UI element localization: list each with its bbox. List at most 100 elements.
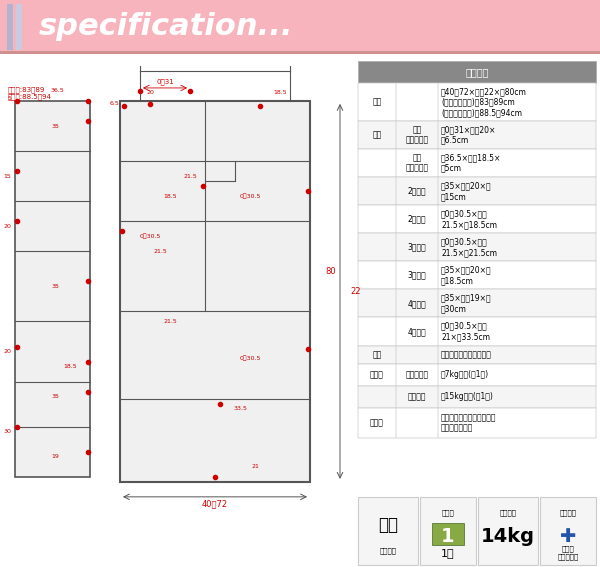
Text: 5: 5 — [8, 96, 12, 101]
Text: 35: 35 — [51, 394, 59, 399]
Text: ✚: ✚ — [560, 527, 576, 547]
Text: 低圧メラミン化粿繊維板: 低圧メラミン化粿繊維板 — [441, 350, 492, 359]
Text: 材質: 材質 — [373, 350, 382, 359]
Text: プラス
ドライバー: プラス ドライバー — [557, 546, 578, 560]
Bar — [358, 121, 396, 149]
Bar — [358, 363, 596, 386]
Text: 21.5: 21.5 — [183, 174, 197, 179]
Bar — [540, 497, 596, 565]
Bar — [120, 101, 310, 482]
Bar — [0, 51, 600, 54]
Text: 3段目右: 3段目右 — [407, 271, 427, 280]
Bar — [358, 149, 596, 177]
Text: 0～30.5: 0～30.5 — [239, 356, 260, 361]
Text: 30: 30 — [3, 429, 11, 434]
Text: 35: 35 — [51, 284, 59, 289]
Text: 0～30.5: 0～30.5 — [139, 234, 161, 239]
Bar — [358, 177, 396, 205]
Text: 4段目左: 4段目左 — [407, 299, 427, 308]
Bar — [438, 205, 596, 233]
Bar — [438, 318, 596, 345]
Text: 耗荷重: 耗荷重 — [370, 370, 384, 379]
Text: 商品詳細: 商品詳細 — [465, 67, 489, 77]
Bar — [358, 205, 596, 233]
Text: 21: 21 — [251, 464, 259, 469]
Text: specification...: specification... — [39, 12, 293, 41]
Text: 80: 80 — [325, 267, 335, 276]
Bar — [358, 149, 396, 177]
Bar — [438, 149, 596, 177]
Bar — [438, 408, 596, 438]
Text: 6.5: 6.5 — [110, 101, 120, 107]
Bar — [396, 83, 438, 121]
Bar — [358, 83, 396, 121]
Text: 18.5: 18.5 — [163, 194, 177, 198]
Bar — [358, 318, 396, 345]
Text: 無伸長時: 無伸長時 — [408, 392, 426, 401]
Text: 幀0～30.5×奩行
21.5×高21.5cm: 幀0～30.5×奩行 21.5×高21.5cm — [441, 238, 497, 257]
Bar — [396, 121, 438, 149]
Text: 幀40～72×奩行22×高80cm
(金具小使用時)高83～89cm
(金具大使用時)高88.5～94cm: 幀40～72×奩行22×高80cm (金具小使用時)高83～89cm (金具大使… — [441, 87, 527, 117]
Text: 幀35×奩行20×高
さ18.5cm: 幀35×奩行20×高 さ18.5cm — [441, 266, 491, 285]
Text: 左上
オープン部: 左上 オープン部 — [406, 125, 428, 145]
FancyBboxPatch shape — [0, 0, 600, 54]
Text: 最大伸長時: 最大伸長時 — [406, 370, 428, 379]
Bar — [358, 205, 396, 233]
Text: 3段目左: 3段目左 — [407, 243, 427, 252]
Text: 棚包数: 棚包数 — [442, 510, 454, 516]
Text: 20: 20 — [3, 349, 11, 354]
Text: 33.5: 33.5 — [233, 406, 247, 411]
Bar — [358, 363, 396, 386]
Text: 35: 35 — [51, 124, 59, 129]
Text: その他: その他 — [370, 418, 384, 427]
Bar — [438, 261, 596, 289]
Bar — [358, 233, 396, 261]
Bar — [438, 233, 596, 261]
Text: 2段目右: 2段目右 — [407, 215, 427, 224]
Bar — [396, 177, 438, 205]
Bar — [358, 318, 596, 345]
Text: 0～30.5: 0～30.5 — [239, 193, 260, 199]
Text: 棚包重量: 棚包重量 — [499, 510, 517, 516]
Bar — [396, 386, 438, 408]
Text: 幀36.5×奩行18.5×
高5cm: 幀36.5×奩行18.5× 高5cm — [441, 154, 502, 173]
Bar — [438, 345, 596, 363]
Bar — [358, 83, 596, 121]
Text: 21.5: 21.5 — [153, 249, 167, 254]
Text: 1: 1 — [441, 527, 455, 547]
Bar — [358, 345, 596, 363]
Bar — [358, 177, 596, 205]
Bar — [396, 363, 438, 386]
Bar — [7, 5, 13, 49]
Text: 4段目右: 4段目右 — [407, 327, 427, 336]
Bar — [396, 205, 438, 233]
Text: 18.5: 18.5 — [63, 364, 77, 369]
Bar — [396, 318, 438, 345]
Text: 2段目左: 2段目左 — [407, 187, 427, 196]
Bar — [16, 5, 22, 49]
Text: 必要工具: 必要工具 — [560, 510, 577, 516]
Text: 22: 22 — [350, 287, 361, 296]
Text: 右上
オープン部: 右上 オープン部 — [406, 154, 428, 173]
Text: 🔧🔨: 🔧🔨 — [378, 516, 398, 534]
Bar — [358, 408, 596, 438]
Text: 組立て品: 組立て品 — [380, 548, 397, 555]
Text: 内寸: 内寸 — [373, 130, 382, 139]
Text: 金具小:83～89
金具大:88.5～94: 金具小:83～89 金具大:88.5～94 — [8, 86, 52, 100]
Text: 幀0～30.5×奩行
21×高33.5cm: 幀0～30.5×奩行 21×高33.5cm — [441, 322, 490, 341]
Bar — [478, 497, 538, 565]
Bar — [358, 386, 596, 408]
Text: 1個: 1個 — [441, 548, 455, 558]
Bar — [438, 289, 596, 318]
Bar — [358, 497, 418, 565]
Bar — [358, 386, 396, 408]
Bar — [358, 121, 596, 149]
Bar — [438, 177, 596, 205]
Bar — [396, 261, 438, 289]
Bar — [15, 101, 90, 477]
Text: 21.5: 21.5 — [163, 319, 177, 324]
Bar — [358, 261, 396, 289]
Bar — [358, 233, 596, 261]
Bar — [432, 523, 464, 545]
Bar — [396, 233, 438, 261]
